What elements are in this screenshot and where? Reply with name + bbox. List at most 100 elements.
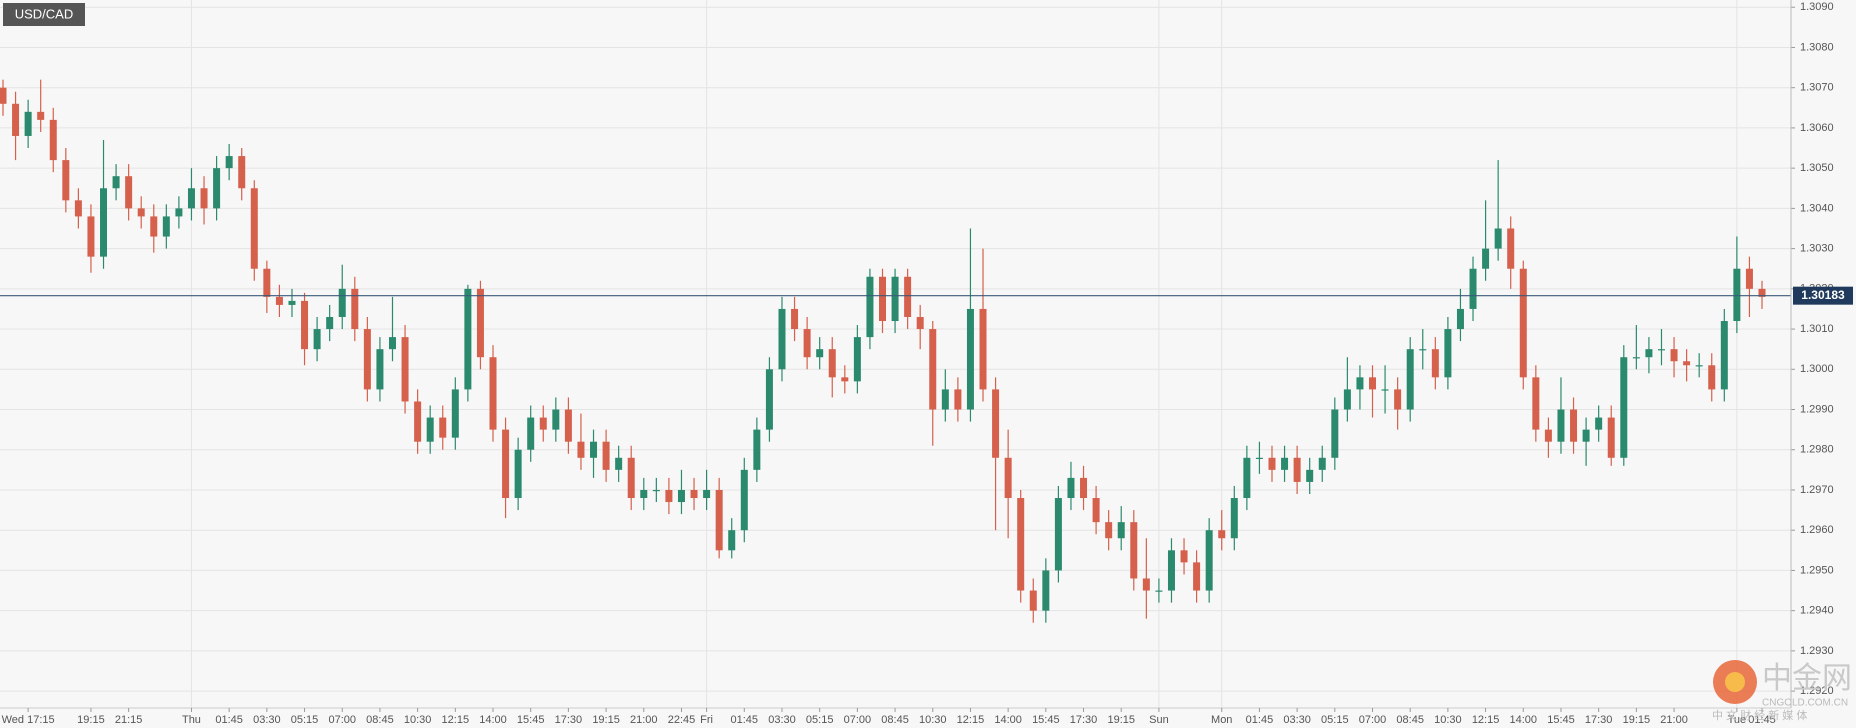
x-tick-label: 07:00 (1359, 714, 1387, 726)
candle-body (1620, 357, 1628, 458)
candle-body (1444, 329, 1452, 378)
candle-body (715, 489, 723, 551)
y-tick-label: 1.2920 (1800, 685, 1834, 697)
x-tick-label: 15:45 (517, 714, 545, 726)
x-tick-label: 21:15 (115, 714, 143, 726)
x-tick-label: 14:00 (479, 714, 507, 726)
candle-body (916, 316, 924, 330)
candle-body (1142, 578, 1150, 591)
candle-body (514, 449, 522, 499)
candle-body (690, 489, 698, 499)
candle-body (388, 337, 396, 350)
y-tick-label: 1.3000 (1800, 363, 1834, 375)
candle-body (0, 87, 7, 104)
candle-body (1054, 498, 1062, 571)
candle-body (376, 349, 384, 390)
candle-body (740, 469, 748, 531)
candle-body (250, 188, 258, 269)
candle-body (1544, 429, 1552, 442)
candle-body (1281, 457, 1289, 470)
candle-body (175, 208, 183, 217)
x-tick-label: 01:45 (215, 714, 243, 726)
y-tick-label: 1.3090 (1800, 1, 1834, 13)
x-tick-label: 05:15 (291, 714, 319, 726)
y-tick-label: 1.2990 (1800, 403, 1834, 415)
x-tick-label: 07:00 (844, 714, 872, 726)
candle-body (904, 276, 912, 317)
candle-body (263, 268, 271, 297)
candle-body (791, 308, 799, 330)
candle-body (828, 349, 836, 378)
candle-body (1130, 522, 1138, 579)
candle-body (941, 389, 949, 410)
candle-body (866, 276, 874, 338)
candle-body (1369, 377, 1377, 390)
candle-body (338, 288, 346, 317)
candle-body (1167, 550, 1175, 591)
symbol-label: USD/CAD (15, 6, 74, 21)
candle-body (301, 300, 309, 350)
x-tick-label: 10:30 (919, 714, 947, 726)
candle-body (539, 417, 547, 430)
x-tick-label: 08:45 (1396, 714, 1424, 726)
y-tick-label: 1.2980 (1800, 444, 1834, 456)
candle-body (665, 489, 673, 503)
candle-body (703, 489, 711, 499)
candle-body (1645, 349, 1653, 358)
candle-body (489, 357, 497, 430)
candle-body (1758, 288, 1766, 297)
candle-body (100, 188, 108, 257)
x-tick-label: 08:45 (881, 714, 909, 726)
candle-body (1356, 377, 1364, 390)
candle-body (1469, 268, 1477, 309)
candle-body (1268, 457, 1276, 470)
x-tick-label: 03:30 (1283, 714, 1311, 726)
x-tick-label: Sun (1149, 714, 1169, 726)
candle-body (1670, 349, 1678, 362)
x-tick-label: 19:15 (592, 714, 620, 726)
candle-body (1595, 417, 1603, 430)
candle-body (213, 168, 221, 209)
candle-body (1582, 429, 1590, 442)
candle-body (1607, 417, 1615, 458)
candle-body (1205, 530, 1213, 591)
y-tick-label: 1.2940 (1800, 605, 1834, 617)
x-tick-label: 01:45 (1748, 714, 1776, 726)
y-tick-label: 1.3080 (1800, 41, 1834, 53)
candle-body (778, 308, 786, 370)
x-tick-label: 15:45 (1547, 714, 1575, 726)
candle-body (62, 160, 70, 201)
candle-body (552, 409, 560, 430)
x-tick-label: 21:00 (1660, 714, 1688, 726)
x-tick-label: Fri (700, 714, 713, 726)
x-tick-label: 08:45 (366, 714, 394, 726)
x-tick-label: 12:15 (1472, 714, 1500, 726)
x-tick-label: 05:15 (1321, 714, 1349, 726)
x-tick-label: 22:45 (668, 714, 696, 726)
candle-body (1708, 365, 1716, 390)
candle-body (502, 429, 510, 499)
candle-body (1193, 562, 1201, 591)
candle-body (1155, 590, 1163, 592)
x-tick-label: 17:30 (555, 714, 583, 726)
watermark-brand: 中金网 (1762, 662, 1852, 695)
candle-body (1029, 590, 1037, 611)
candle-body (1180, 550, 1188, 563)
x-tick-label: 17:30 (1585, 714, 1613, 726)
candle-body (1092, 498, 1100, 523)
candle-body (640, 489, 648, 499)
candle-body (125, 176, 133, 209)
current-price-label: 1.30183 (1801, 288, 1845, 302)
candle-body (816, 349, 824, 358)
candle-body (891, 276, 899, 322)
candle-body (326, 316, 334, 330)
x-tick-label: Thu (182, 714, 201, 726)
watermark: 中金网 CNGOLD.COM.CN 中 文 财 经 新 媒 体 (1712, 660, 1852, 722)
x-tick-label: 12:15 (442, 714, 470, 726)
candle-body (1683, 361, 1691, 366)
candle-body (414, 401, 422, 442)
candle-body (1117, 522, 1125, 539)
candle-body (590, 441, 598, 458)
candle-body (979, 308, 987, 390)
